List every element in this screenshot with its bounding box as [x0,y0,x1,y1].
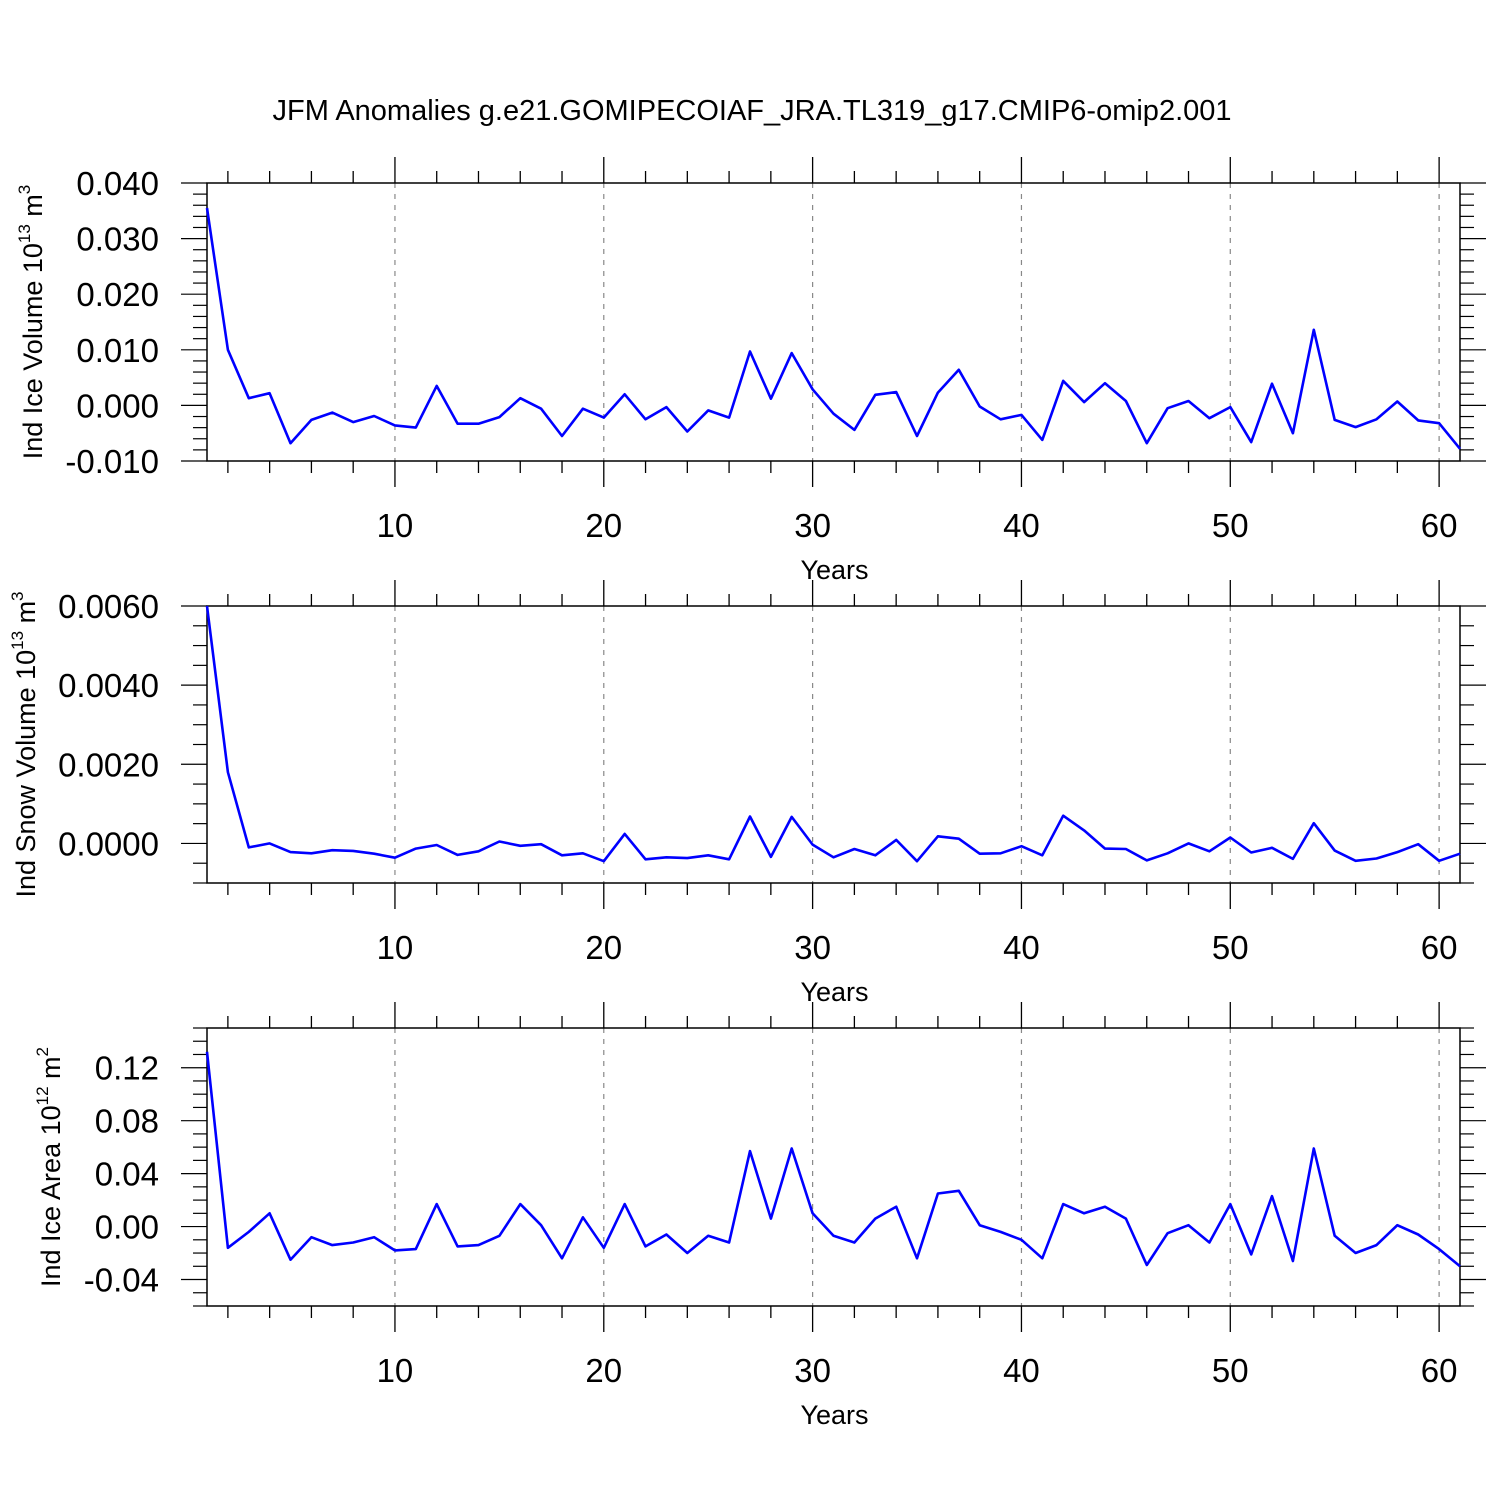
snow-volume-ytick-label: 0.0020 [58,746,159,783]
snow-volume-x-axis-label: Years [800,977,868,1007]
ice-area-ytick-label: 0.00 [95,1209,159,1246]
ice-volume-x-axis-label: Years [800,555,868,585]
snow-volume-xtick-label: 10 [377,929,414,966]
ice-volume-plot-frame [206,182,1461,462]
ice-volume-y-axis-label: Ind Ice Volume 1013 m3 [15,185,48,460]
ice-area-xtick-label: 50 [1212,1352,1249,1389]
ice-volume-ytick-label: 0.000 [76,387,159,424]
ice-volume-ytick-label: 0.030 [76,221,159,258]
ice-volume-ytick-label: 0.040 [76,165,159,202]
ice-volume-ytick-label: -0.010 [65,443,159,480]
ice-volume-xtick-label: 60 [1421,507,1458,544]
snow-volume-xtick-label: 50 [1212,929,1249,966]
ice-area-y-axis-label: Ind Ice Area 1012 m2 [33,1047,66,1287]
ice-area-xtick-label: 10 [377,1352,414,1389]
snow-volume-ytick-label: 0.0000 [58,825,159,862]
ice-volume-xtick-label: 10 [377,507,414,544]
ice-volume-xtick-label: 30 [794,507,831,544]
panel-snow-volume: 0.0000 0.0020 0.0040 0.0060 10 20 30 40 50 60 Year… [8,580,1486,1007]
snow-volume-xtick-label: 40 [1003,929,1040,966]
ice-volume-series-line [205,207,1462,450]
figure-title: JFM Anomalies g.e21.GOMIPECOIAF_JRA.TL31… [272,95,1231,127]
snow-volume-xtick-label: 30 [794,929,831,966]
ice-area-xtick-label: 20 [585,1352,622,1389]
panel-ice-area: -0.04 0.00 0.04 0.08 0.12 10 20 30 40 50 60 Years In… [33,1002,1486,1430]
ice-area-plot-frame [206,1027,1461,1307]
ice-volume-xtick-label: 20 [585,507,622,544]
panel-ice-volume: -0.010 0.000 0.010 0.020 0.030 0.040 10 20 30 40 5… [15,157,1486,585]
ice-volume-xtick-label: 40 [1003,507,1040,544]
ice-volume-xtick-label: 50 [1212,507,1249,544]
snow-volume-plot-frame [206,605,1461,884]
snow-volume-y-axis-label: Ind Snow Volume 1013 m3 [8,591,41,897]
ice-volume-ytick-label: 0.020 [76,276,159,313]
ice-area-ytick-label: 0.12 [95,1050,159,1087]
snow-volume-ytick-label: 0.0060 [58,588,159,625]
snow-volume-xtick-label: 20 [585,929,622,966]
ice-area-ytick-label: -0.04 [84,1262,159,1299]
ice-area-xtick-label: 40 [1003,1352,1040,1389]
snow-volume-ytick-label: 0.0040 [58,667,159,704]
ice-area-ytick-label: 0.08 [95,1103,159,1140]
ice-area-series-line [205,1051,1461,1268]
ice-area-ytick-label: 0.04 [95,1156,159,1193]
snow-volume-series-line [205,605,1461,863]
ice-area-xtick-label: 30 [794,1352,831,1389]
snow-volume-xtick-label: 60 [1421,929,1458,966]
ice-area-x-axis-label: Years [800,1400,868,1430]
ice-area-xtick-label: 60 [1421,1352,1458,1389]
ice-volume-ytick-label: 0.010 [76,332,159,369]
